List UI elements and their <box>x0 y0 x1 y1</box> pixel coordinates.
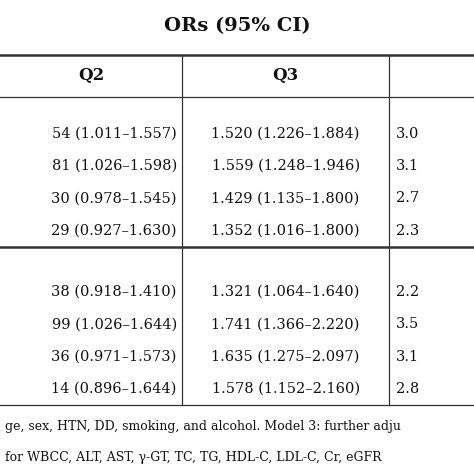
Text: 36 (0.971–1.573): 36 (0.971–1.573) <box>51 350 177 364</box>
Text: 81 (1.026–1.598): 81 (1.026–1.598) <box>52 159 177 173</box>
Text: 1.741 (1.366–2.220): 1.741 (1.366–2.220) <box>211 318 360 331</box>
Text: 38 (0.918–1.410): 38 (0.918–1.410) <box>51 285 177 299</box>
Text: 3.1: 3.1 <box>396 159 419 173</box>
Text: 1.352 (1.016–1.800): 1.352 (1.016–1.800) <box>211 224 360 237</box>
Text: 1.635 (1.275–2.097): 1.635 (1.275–2.097) <box>211 350 360 364</box>
Text: 29 (0.927–1.630): 29 (0.927–1.630) <box>51 224 177 237</box>
Text: 2.2: 2.2 <box>396 285 419 299</box>
Text: 54 (1.011–1.557): 54 (1.011–1.557) <box>52 127 177 141</box>
Text: 1.520 (1.226–1.884): 1.520 (1.226–1.884) <box>211 127 360 141</box>
Text: 3.5: 3.5 <box>396 318 419 331</box>
Text: 14 (0.896–1.644): 14 (0.896–1.644) <box>51 382 177 396</box>
Text: ORs (95% CI): ORs (95% CI) <box>164 17 310 35</box>
Text: 3.1: 3.1 <box>396 350 419 364</box>
Text: 3.0: 3.0 <box>396 127 419 141</box>
Text: 2.7: 2.7 <box>396 191 419 205</box>
Text: ge, sex, HTN, DD, smoking, and alcohol. Model 3: further adju: ge, sex, HTN, DD, smoking, and alcohol. … <box>5 420 401 433</box>
Text: Q2: Q2 <box>78 67 104 84</box>
Text: 1.429 (1.135–1.800): 1.429 (1.135–1.800) <box>211 191 360 205</box>
Text: Q3: Q3 <box>273 67 299 84</box>
Text: 1.321 (1.064–1.640): 1.321 (1.064–1.640) <box>211 285 360 299</box>
Text: 2.8: 2.8 <box>396 382 419 396</box>
Text: 1.559 (1.248–1.946): 1.559 (1.248–1.946) <box>211 159 360 173</box>
Text: 1.578 (1.152–2.160): 1.578 (1.152–2.160) <box>211 382 360 396</box>
Text: 30 (0.978–1.545): 30 (0.978–1.545) <box>51 191 177 205</box>
Text: for WBCC, ALT, AST, γ-GT, TC, TG, HDL-C, LDL-C, Cr, eGFR: for WBCC, ALT, AST, γ-GT, TC, TG, HDL-C,… <box>5 451 382 464</box>
Text: 99 (1.026–1.644): 99 (1.026–1.644) <box>52 318 177 331</box>
Text: 2.3: 2.3 <box>396 224 419 237</box>
